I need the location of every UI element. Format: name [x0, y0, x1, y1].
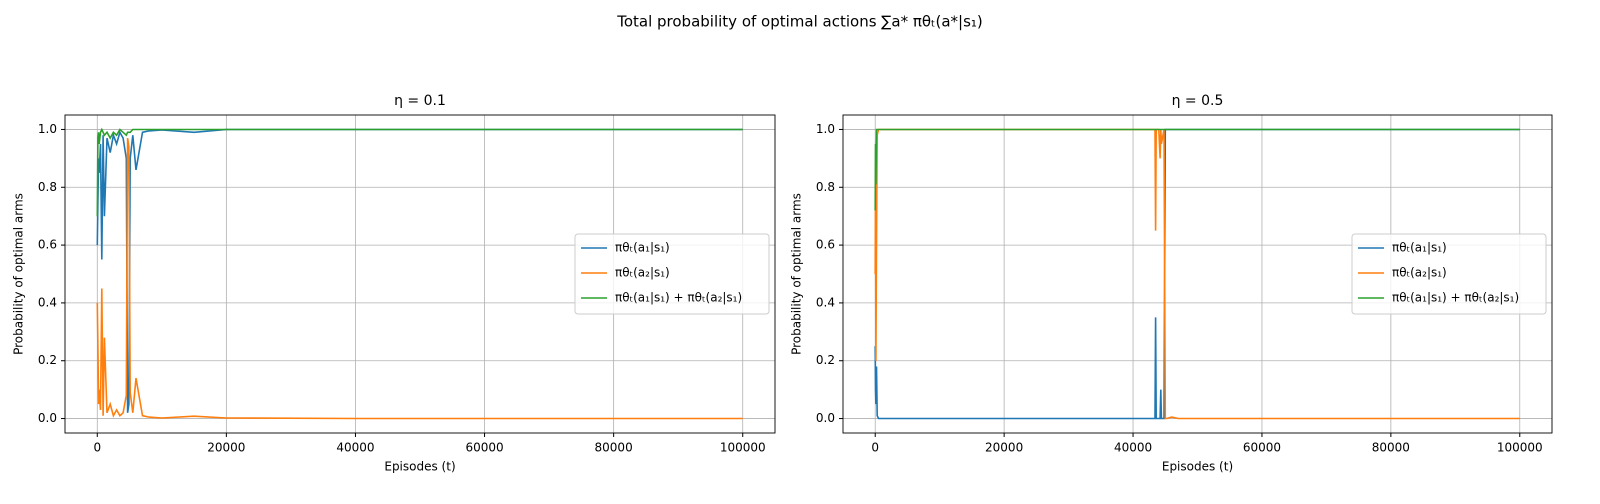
- y-axis-label: Probability of optimal arms: [12, 193, 26, 355]
- x-tick-label: 100000: [720, 441, 766, 455]
- legend-label: πθₜ(a₂|s₁): [615, 266, 670, 280]
- series-line: [874, 128, 1520, 420]
- series-line: [96, 128, 743, 413]
- axes-title: η = 0.5: [1172, 93, 1224, 109]
- series-line: [96, 127, 743, 217]
- y-tick-label: 0.4: [38, 295, 57, 309]
- y-tick-label: 0.4: [816, 295, 835, 309]
- legend-label: πθₜ(a₂|s₁): [1392, 266, 1447, 280]
- y-axis-label: Probability of optimal arms: [790, 193, 804, 355]
- legend-label: πθₜ(a₁|s₁): [1392, 241, 1447, 255]
- y-tick-label: 1.0: [38, 122, 57, 136]
- x-tick-label: 60000: [1243, 441, 1281, 455]
- x-tick-label: 80000: [595, 441, 633, 455]
- x-tick-label: 0: [871, 441, 879, 455]
- x-tick-label: 40000: [336, 441, 374, 455]
- y-tick-label: 0.0: [38, 411, 57, 425]
- x-tick-label: 20000: [207, 441, 245, 455]
- legend-box: [574, 233, 770, 315]
- y-tick-label: 0.0: [816, 411, 835, 425]
- legend-label: πθₜ(a₁|s₁) + πθₜ(a₂|s₁): [615, 291, 742, 305]
- legend-box: [1351, 233, 1547, 315]
- legend-label: πθₜ(a₁|s₁): [615, 241, 670, 255]
- x-axis-label: Episodes (t): [1162, 460, 1233, 474]
- figure-title: Total probability of optimal actions ∑a*…: [616, 13, 983, 31]
- series-line: [96, 137, 743, 420]
- x-tick-label: 20000: [985, 441, 1023, 455]
- axes-frame: [842, 114, 1553, 434]
- legend-label: πθₜ(a₁|s₁) + πθₜ(a₂|s₁): [1392, 291, 1519, 305]
- x-tick-label: 80000: [1372, 441, 1410, 455]
- y-tick-label: 0.6: [816, 238, 835, 252]
- x-tick-label: 0: [93, 441, 101, 455]
- x-axis-label: Episodes (t): [384, 460, 455, 474]
- x-tick-label: 60000: [465, 441, 503, 455]
- y-tick-label: 0.2: [38, 353, 57, 367]
- series-line: [874, 128, 1520, 211]
- x-tick-label: 100000: [1497, 441, 1543, 455]
- y-tick-label: 0.8: [38, 180, 57, 194]
- y-tick-label: 0.8: [816, 180, 835, 194]
- axes-title: η = 0.1: [394, 93, 446, 109]
- y-tick-label: 0.2: [816, 353, 835, 367]
- y-tick-label: 0.6: [38, 238, 57, 252]
- axes-frame: [64, 114, 776, 434]
- x-tick-label: 40000: [1114, 441, 1152, 455]
- y-tick-label: 1.0: [816, 122, 835, 136]
